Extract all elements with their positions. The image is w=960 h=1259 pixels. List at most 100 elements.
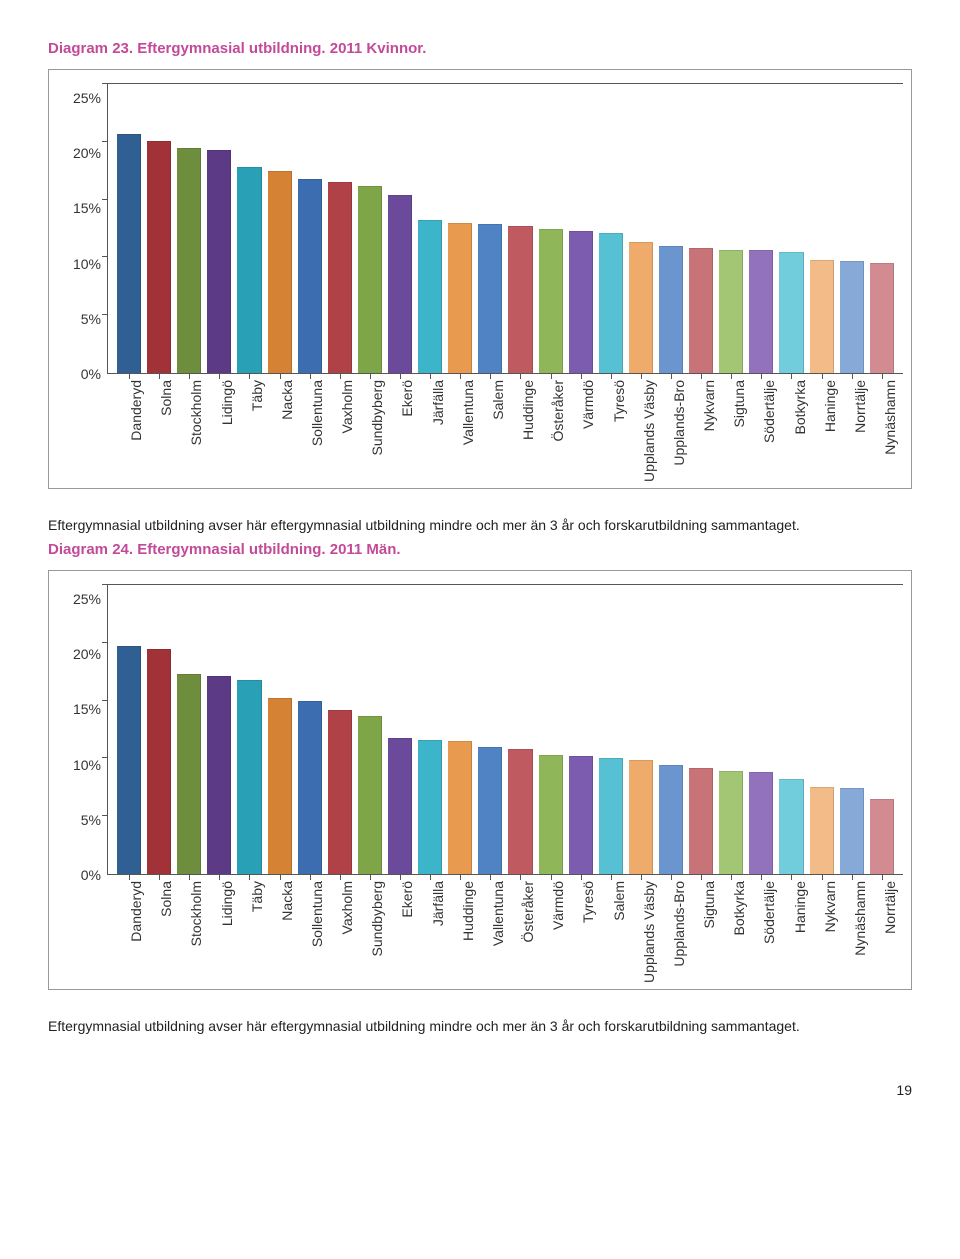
bar [237,167,261,373]
bar-slot [415,84,445,373]
bar-slot [867,84,897,373]
bar [599,758,623,874]
x-tick-label: Vaxholm [339,380,355,433]
bar-slot [776,585,806,874]
x-tick-label: Sollentuna [309,881,325,947]
bar-slot [325,585,355,874]
x-tick-label: Sundbyberg [369,881,385,957]
chart-block: Diagram 23. Eftergymnasial utbildning. 2… [48,40,912,533]
x-tick-label: Nykvarn [822,881,838,932]
x-tick-label: Tyresö [611,380,627,422]
bar [328,710,352,874]
bar [749,772,773,874]
x-tick-label: Sollentuna [309,380,325,446]
bar [659,246,683,373]
x-tick-label: Haninge [792,881,808,933]
x-tick-label: Lidingö [219,881,235,926]
bar-slot [746,585,776,874]
bar-slot [265,84,295,373]
bar [539,229,563,374]
bar-slot [385,84,415,373]
y-tick-label: 5% [57,312,101,326]
bar [629,242,653,373]
bar-slot [295,585,325,874]
bar-slot [445,84,475,373]
x-tick-label: Norrtälje [852,380,868,433]
bar [147,141,171,373]
x-tick-label: Nacka [279,881,295,921]
x-tick-label: Salem [490,380,506,420]
bar [569,231,593,373]
page-root: Diagram 23. Eftergymnasial utbildning. 2… [48,40,912,1098]
page-number: 19 [48,1082,912,1098]
x-tick-label: Sundbyberg [369,380,385,456]
plot-area [107,84,903,374]
x-tick-label: Danderyd [128,380,144,441]
bar [599,233,623,373]
y-tick-label: 10% [57,758,101,772]
bar [418,220,442,373]
bar-slot [596,585,626,874]
bar-slot [265,585,295,874]
bar-slot [174,84,204,373]
chart-caption: Eftergymnasial utbildning avser här efte… [48,517,912,533]
bar [870,799,894,874]
bar-slot [204,84,234,373]
bar-slot [415,585,445,874]
bar-slot [114,585,144,874]
bar [358,186,382,373]
y-tick-label: 15% [57,702,101,716]
x-axis-labels: DanderydSolnaStockholmLidingöTäbyNackaSo… [107,374,903,480]
bar [779,779,803,874]
bar-slot [746,84,776,373]
x-tick-label: Österåker [520,881,536,942]
chart-title: Diagram 23. Eftergymnasial utbildning. 2… [48,40,912,57]
chart-block: Diagram 24. Eftergymnasial utbildning. 2… [48,541,912,1034]
bar [448,741,472,874]
bar [448,223,472,373]
bar [569,756,593,874]
x-tick-label: Huddinge [520,380,536,440]
x-tick-label: Värmdö [550,881,566,930]
bar-slot [385,585,415,874]
x-tick-label: Nykvarn [701,380,717,431]
bar-slot [536,585,566,874]
bar [237,680,261,874]
x-tick-label: Nynäshamn [882,380,898,455]
bar [689,248,713,373]
x-tick-label: Ekerö [399,380,415,417]
bar [840,788,864,874]
bar-slot [144,585,174,874]
bar-slot [325,84,355,373]
bar-slot [505,585,535,874]
bar [810,260,834,373]
bar-slot [566,84,596,373]
bar-slot [536,84,566,373]
bar [629,760,653,874]
bar [268,698,292,874]
bar [207,150,231,373]
y-tick-label: 15% [57,201,101,215]
bar-slot [295,84,325,373]
bar-slot [475,84,505,373]
bar [539,755,563,874]
bar [659,765,683,874]
bar [207,676,231,874]
bar [268,171,292,373]
bar-slot [867,585,897,874]
y-tick-label: 10% [57,257,101,271]
x-tick-label: Järfälla [430,881,446,926]
x-tick-label: Stockholm [188,380,204,445]
bar [840,261,864,373]
bar-slot [716,84,746,373]
bar [779,252,803,373]
bar [689,768,713,874]
bar [177,674,201,874]
bar-slot [445,585,475,874]
y-axis-labels: 25%20%15%10%5%0% [57,585,107,875]
bar-slot [355,585,385,874]
x-tick-label: Upplands-Bro [671,380,687,466]
bar-slot [596,84,626,373]
bar [418,740,442,874]
x-tick-label: Södertälje [761,881,777,944]
